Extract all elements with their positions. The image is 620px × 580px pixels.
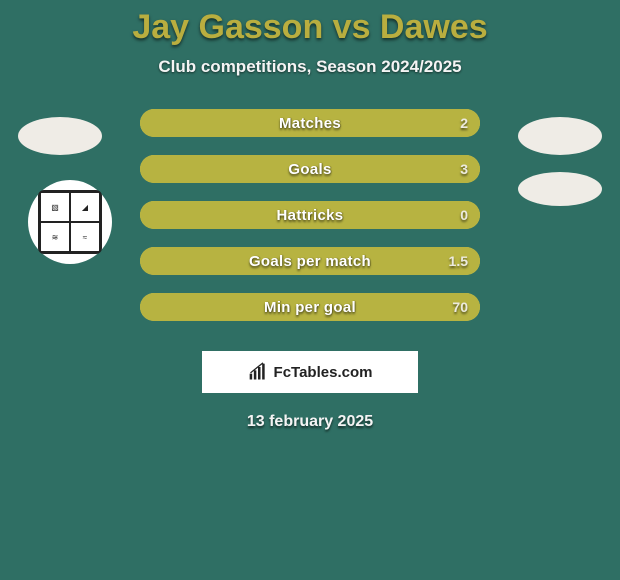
- bar-chart-icon: [248, 362, 268, 382]
- stat-row: Goals per match 1.5: [140, 247, 480, 275]
- stat-row: Hattricks 0: [140, 201, 480, 229]
- brand-text: FcTables.com: [274, 364, 373, 381]
- stat-value-right: 2: [460, 115, 468, 131]
- club-crest-icon: [518, 172, 602, 206]
- comparison-infographic: Jay Gasson vs Dawes Club competitions, S…: [0, 0, 620, 580]
- player-silhouette-icon: [18, 117, 102, 155]
- stat-row: Goals 3: [140, 155, 480, 183]
- crest-grid: ▧◢≋≈: [38, 190, 102, 254]
- stat-label: Goals: [288, 161, 331, 178]
- stat-value-right: 0: [460, 207, 468, 223]
- stat-label: Hattricks: [277, 207, 344, 224]
- stat-row: Min per goal 70: [140, 293, 480, 321]
- stat-value-right: 3: [460, 161, 468, 177]
- stat-row: Matches 2: [140, 109, 480, 137]
- stat-value-right: 1.5: [449, 253, 468, 269]
- player-silhouette-icon: [518, 117, 602, 155]
- stat-value-right: 70: [452, 299, 468, 315]
- stat-label: Min per goal: [264, 299, 356, 316]
- club-crest-icon: ▧◢≋≈: [28, 180, 112, 264]
- page-title: Jay Gasson vs Dawes: [0, 0, 620, 47]
- brand-box: FcTables.com: [202, 351, 418, 393]
- stat-label: Matches: [279, 115, 341, 132]
- subtitle: Club competitions, Season 2024/2025: [0, 57, 620, 77]
- date-text: 13 february 2025: [0, 413, 620, 431]
- stat-label: Goals per match: [249, 253, 371, 270]
